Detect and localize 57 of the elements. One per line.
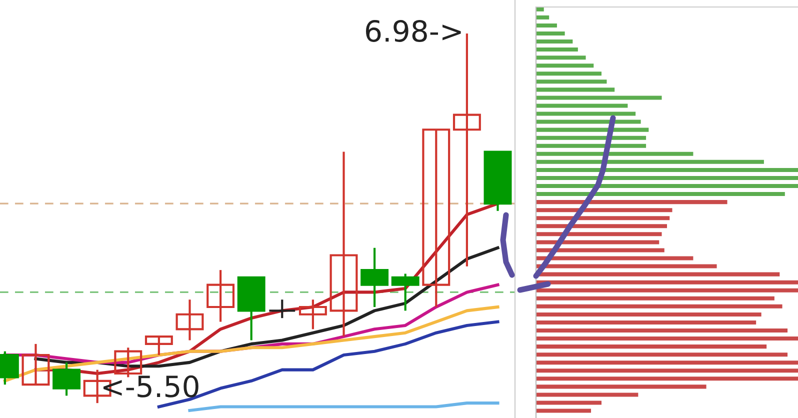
candlestick: [22, 342, 50, 386]
bar: [536, 336, 798, 341]
bar: [536, 128, 649, 132]
bar: [536, 152, 694, 156]
bar: [536, 168, 798, 172]
bar: [536, 264, 717, 268]
annotation: 6.98->: [366, 20, 461, 42]
bar: [536, 64, 594, 68]
bar: [536, 48, 578, 52]
bar: [536, 208, 672, 212]
bar: [536, 88, 615, 92]
bar: [536, 40, 573, 44]
bar: [536, 200, 728, 204]
candlestick: [330, 150, 358, 338]
bar: [536, 248, 664, 252]
bar: [536, 312, 762, 316]
bar: [536, 232, 662, 236]
candlestick: [206, 268, 235, 323]
bar: [536, 360, 798, 365]
candlestick: [176, 298, 204, 342]
bar: [536, 23, 557, 28]
candlestick: [268, 298, 296, 320]
bar: [536, 368, 798, 373]
bar: [536, 216, 670, 220]
bar: [536, 184, 798, 188]
bar: [536, 31, 565, 36]
bar: [536, 352, 788, 357]
bar: [536, 392, 638, 397]
bar: [536, 240, 660, 244]
bar: [536, 296, 774, 300]
bar: [536, 344, 767, 349]
bar: [536, 72, 602, 76]
bar: [536, 104, 628, 108]
candlestick: [422, 128, 450, 308]
bar: [536, 384, 706, 389]
bar: [536, 256, 694, 260]
bar: [536, 304, 782, 308]
candlestick: [298, 298, 327, 330]
bar: [536, 192, 785, 196]
bar: [536, 15, 550, 20]
bar: [536, 408, 592, 413]
bar: [536, 328, 788, 333]
bar: [536, 120, 641, 124]
bar: [536, 224, 667, 228]
bar: [536, 112, 636, 116]
candlestick: [144, 336, 173, 356]
bar: [536, 96, 662, 100]
bar: [536, 376, 798, 381]
bar: [536, 320, 756, 324]
bar: [536, 400, 602, 405]
bar: [536, 144, 646, 148]
bar: [536, 56, 586, 60]
bar: [536, 136, 646, 140]
bar: [536, 80, 607, 84]
bar: [536, 176, 798, 180]
bar: [536, 160, 764, 164]
bar: [536, 7, 544, 12]
